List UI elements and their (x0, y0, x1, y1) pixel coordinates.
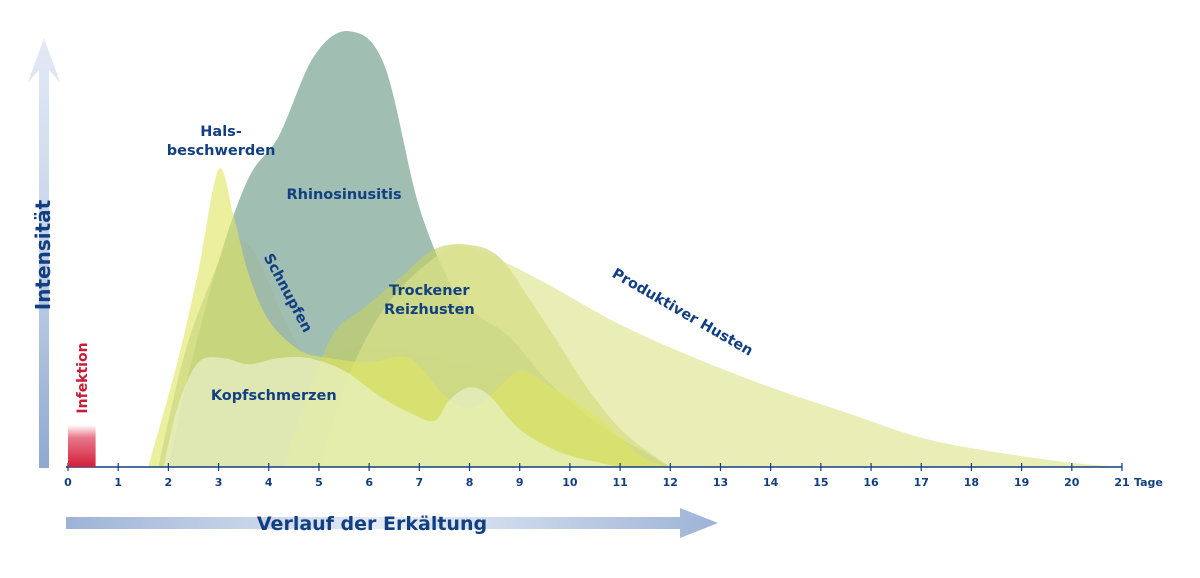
x-tick-label: 1 (114, 476, 122, 489)
x-tick-label: 13 (713, 476, 728, 489)
x-tick-label: 4 (265, 476, 273, 489)
x-tick-label: 0 (64, 476, 72, 489)
x-tick-label: 17 (914, 476, 929, 489)
x-axis-title: Verlauf der Erkältung (257, 513, 487, 535)
series-areas (148, 31, 1122, 467)
infection-marker: Infektion (68, 342, 96, 467)
x-tick-label: 18 (964, 476, 979, 489)
label-halsbeschwerden: Hals-beschwerden (167, 124, 276, 159)
x-axis-arrow (66, 508, 718, 538)
x-tick-label: 7 (416, 476, 424, 489)
y-axis-arrow (28, 38, 60, 468)
x-tick-label: 2 (165, 476, 173, 489)
x-tick-label: 3 (215, 476, 223, 489)
x-tick-label: 10 (562, 476, 578, 489)
x-tick-label: 14 (763, 476, 779, 489)
x-tick-label: 12 (663, 476, 678, 489)
x-tick-label: 9 (516, 476, 524, 489)
x-tick-label: 5 (315, 476, 323, 489)
x-tick-label: 11 (612, 476, 627, 489)
infection-label: Infektion (75, 342, 91, 413)
x-tick-label: 16 (863, 476, 879, 489)
label-trockener-reizhusten: Trockener Reizhusten (384, 283, 475, 318)
y-axis-title: Intensität (31, 199, 55, 310)
area-kopfschmerzen (163, 356, 621, 467)
x-tick-label: 8 (466, 476, 474, 489)
x-tick-label: 6 (365, 476, 373, 489)
label-rhinosinusitis: Rhinosinusitis (286, 187, 401, 203)
x-axis: 0 1 2 3 4 5 6 7 8 9 10 11 12 13 14 15 16 17 18 19 20 21 Tage … (64, 463, 1163, 538)
x-tick-label: 21 (1114, 476, 1129, 489)
infection-bar (68, 425, 96, 467)
x-axis-unit: Tage (1134, 476, 1163, 489)
label-kopfschmerzen: Kopfschmerzen (211, 388, 337, 404)
x-tick-label: 20 (1064, 476, 1080, 489)
x-tick-label: 15 (813, 476, 828, 489)
x-tick-label: 19 (1014, 476, 1029, 489)
y-axis: Intensität (28, 38, 60, 468)
